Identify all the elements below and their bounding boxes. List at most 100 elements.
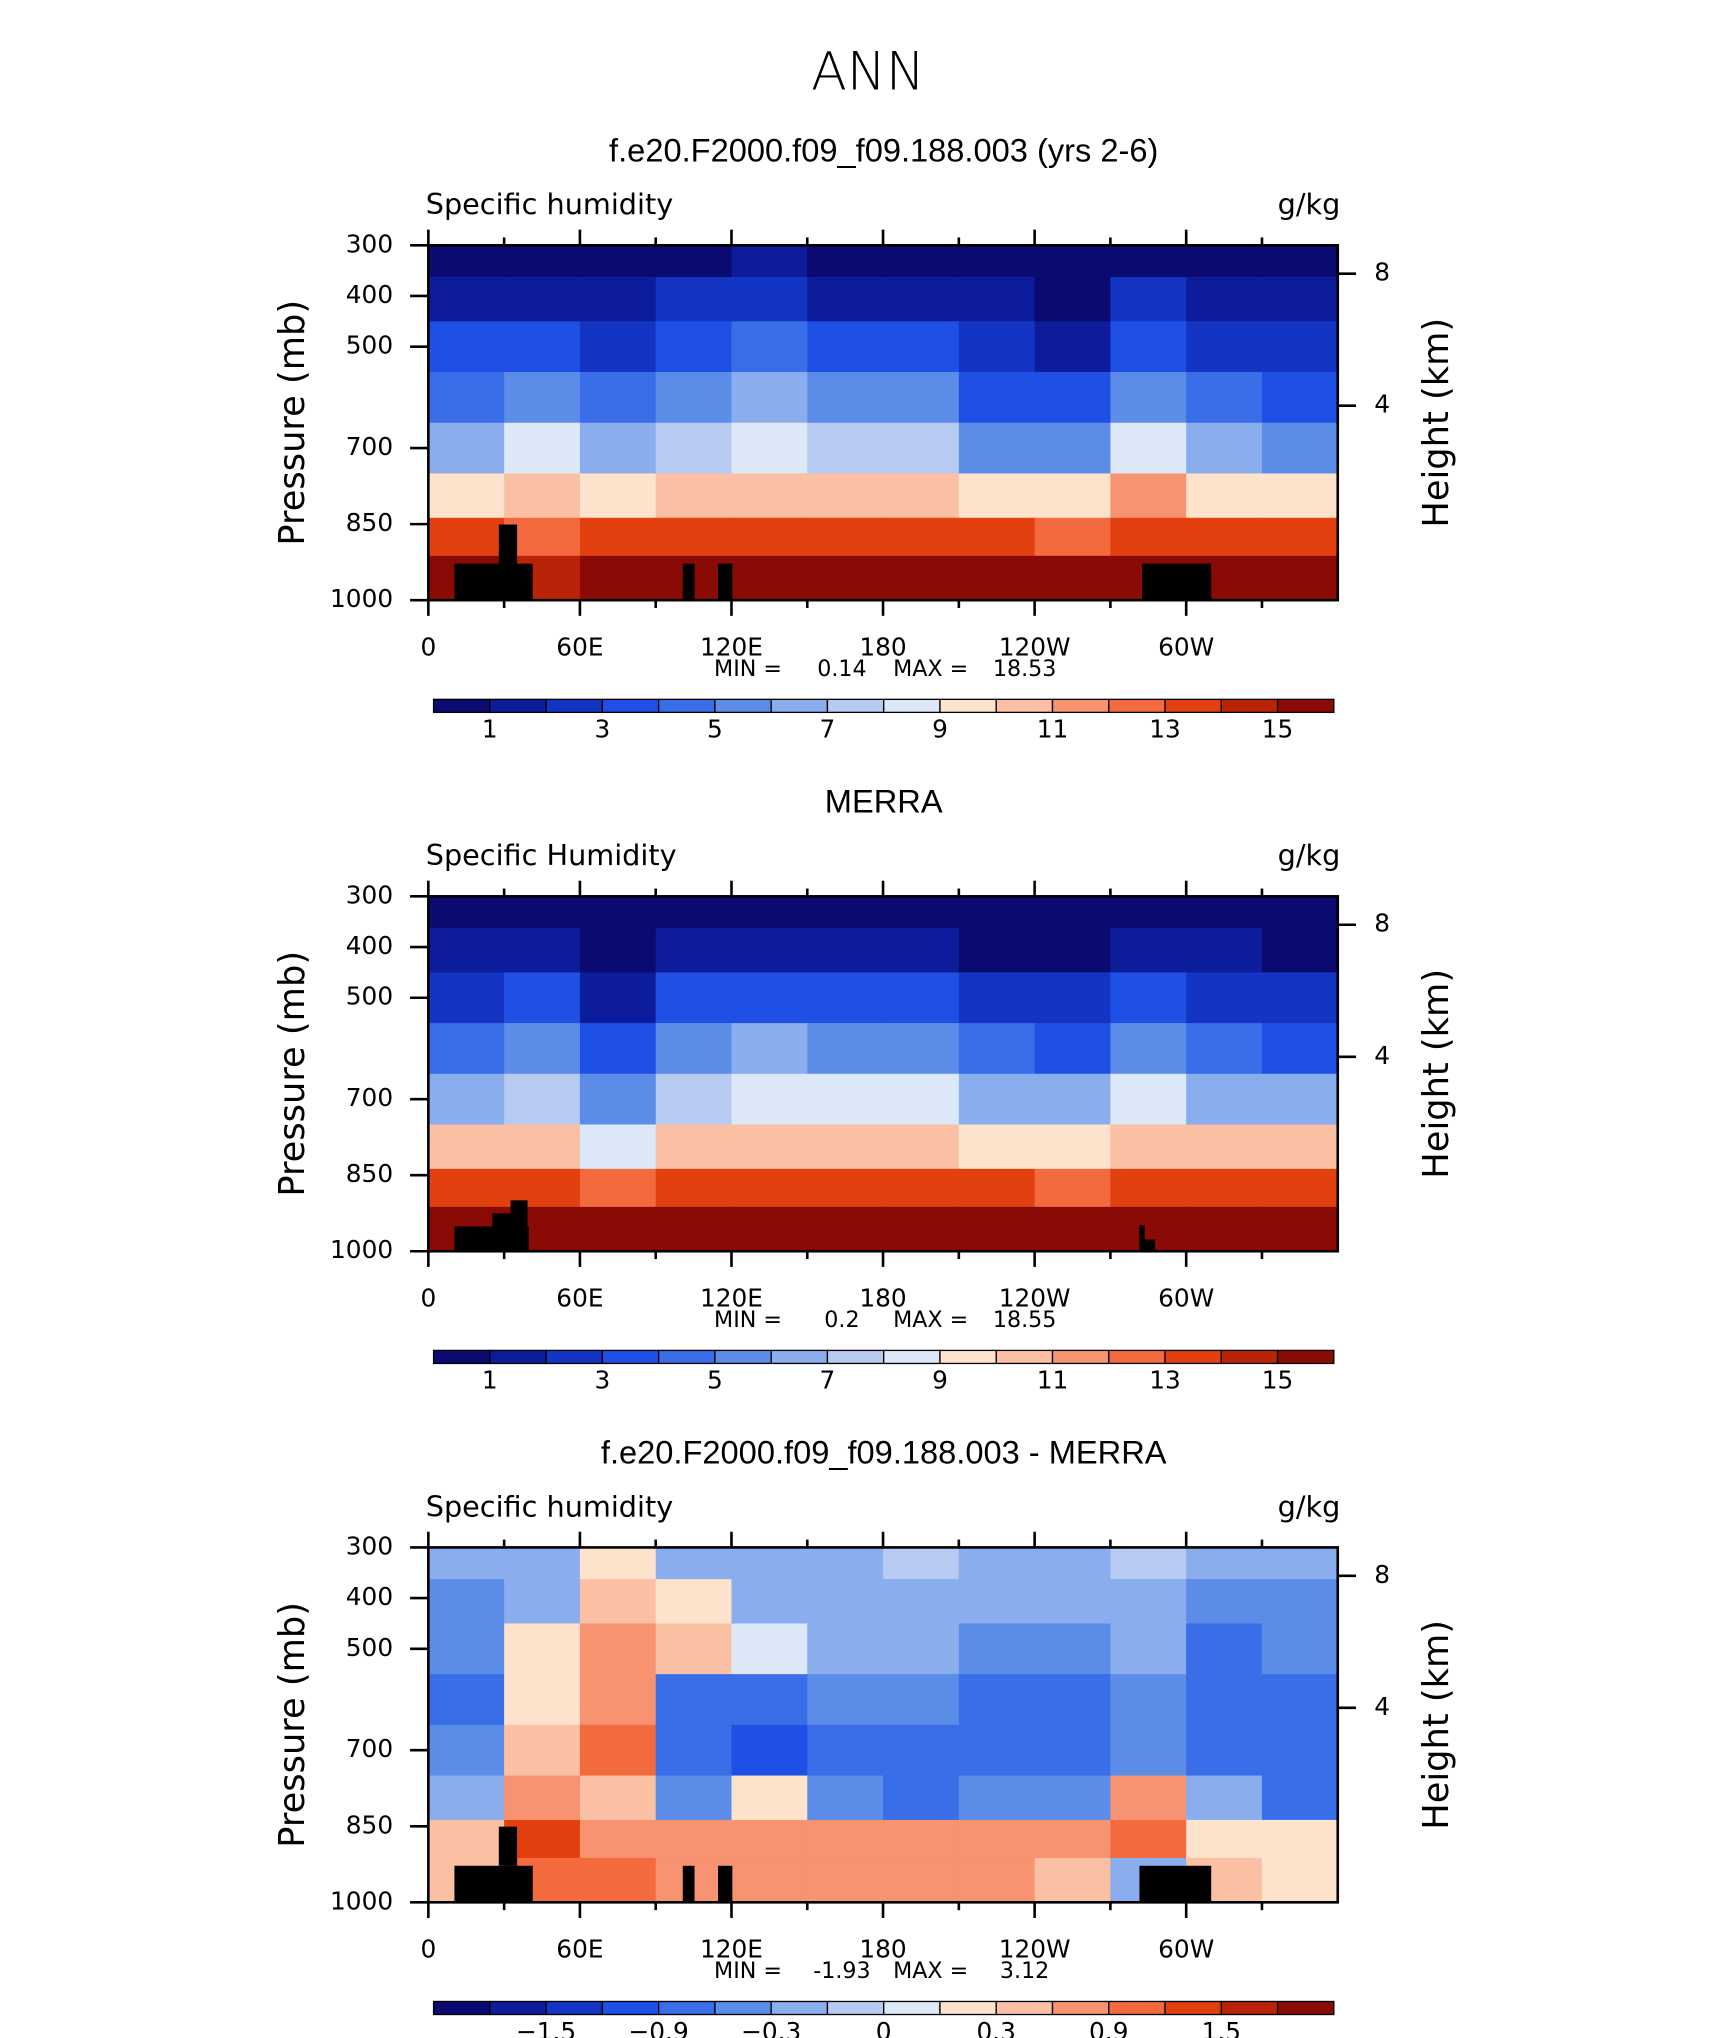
field-cell bbox=[428, 1547, 505, 1580]
field-cell bbox=[428, 245, 505, 278]
x-tick-label: 180 bbox=[859, 1284, 906, 1313]
field bbox=[428, 245, 1339, 601]
field-cell bbox=[655, 321, 733, 373]
colorbar-label: −0.3 bbox=[741, 2017, 801, 2038]
field-cell bbox=[731, 276, 809, 323]
field-cell bbox=[1261, 1623, 1339, 1675]
field-cell bbox=[504, 1547, 581, 1580]
field-cell bbox=[1034, 1547, 1112, 1580]
colorbar-box bbox=[770, 1349, 829, 1365]
field-cell bbox=[958, 245, 1036, 278]
field-cell bbox=[731, 372, 809, 424]
colorbar-box bbox=[714, 698, 772, 714]
y-tick-label: 500 bbox=[346, 982, 393, 1011]
x-tick-label: 180 bbox=[859, 632, 906, 661]
colorbar-label: 11 bbox=[1037, 715, 1069, 744]
field-cell bbox=[883, 1724, 960, 1777]
field-cell bbox=[1186, 1579, 1263, 1625]
field-cell bbox=[428, 321, 505, 373]
y-tick-label: 500 bbox=[346, 331, 393, 360]
field-cell bbox=[1261, 1547, 1339, 1580]
field-cell bbox=[504, 245, 581, 278]
field-cell bbox=[958, 422, 1036, 475]
field-cell bbox=[1110, 517, 1187, 557]
field-cell bbox=[958, 1073, 1036, 1126]
field-cell bbox=[655, 1547, 733, 1580]
field-cell bbox=[428, 972, 505, 1024]
field-cell bbox=[731, 245, 809, 278]
colorbar-box bbox=[939, 698, 997, 714]
colorbar-label: 13 bbox=[1149, 1366, 1181, 1395]
field-cell bbox=[428, 1775, 505, 1821]
field-cell bbox=[883, 1857, 960, 1904]
field-cell bbox=[1034, 321, 1112, 373]
field-cell bbox=[883, 928, 960, 974]
colorbar-box bbox=[1276, 698, 1335, 714]
field-cell bbox=[504, 1124, 581, 1170]
field-cell bbox=[1110, 1023, 1187, 1075]
colorbar-box bbox=[489, 1349, 547, 1365]
y2-axis-label: Height (km) bbox=[1416, 318, 1457, 528]
field-cell bbox=[807, 1073, 884, 1126]
field-cell bbox=[504, 928, 581, 974]
y-axis-label: Pressure (mb) bbox=[272, 951, 313, 1197]
field-cell bbox=[428, 896, 505, 929]
colorbar-label: 15 bbox=[1262, 715, 1294, 744]
colorbar-label: 1.5 bbox=[1202, 2017, 1241, 2038]
field-cell bbox=[1186, 1775, 1263, 1821]
colorbar-label: 3 bbox=[594, 715, 610, 744]
field-cell bbox=[1034, 1674, 1112, 1726]
field-cell bbox=[504, 422, 581, 475]
field-cell bbox=[731, 321, 809, 373]
field-cell bbox=[1186, 972, 1263, 1024]
field-cell bbox=[958, 1724, 1036, 1777]
colorbar-box bbox=[601, 698, 660, 714]
field-cell bbox=[1261, 1168, 1339, 1208]
field-cell bbox=[1261, 1674, 1339, 1726]
y-tick-label: 300 bbox=[346, 229, 393, 258]
colorbar-box bbox=[883, 2000, 941, 2016]
field-cell bbox=[1034, 276, 1112, 323]
field-cell bbox=[655, 972, 733, 1024]
colorbar-box bbox=[1276, 1349, 1335, 1365]
field-cell bbox=[1261, 972, 1339, 1024]
field-cell bbox=[1110, 1724, 1187, 1777]
field-cell bbox=[958, 1206, 1036, 1253]
field-cell bbox=[579, 517, 657, 557]
plot-frame bbox=[427, 243, 1340, 602]
field-cell bbox=[1261, 928, 1339, 974]
field-cell bbox=[579, 1547, 657, 1580]
field-cell bbox=[1186, 473, 1263, 519]
field-cell bbox=[731, 555, 809, 601]
field-cell bbox=[958, 555, 1036, 601]
field-cell bbox=[579, 1023, 657, 1075]
y-axis-label: Pressure (mb) bbox=[272, 300, 313, 546]
field-cell bbox=[1110, 473, 1187, 519]
field-cell bbox=[504, 1674, 581, 1726]
colorbar-box bbox=[1164, 2000, 1222, 2016]
x-tick-label: 0 bbox=[420, 1935, 436, 1964]
field-cell bbox=[1186, 276, 1263, 323]
field-cell bbox=[504, 1724, 581, 1777]
field-cell bbox=[428, 276, 505, 323]
field-cell bbox=[428, 1579, 505, 1625]
colorbar-box bbox=[1051, 2000, 1110, 2016]
field-cell bbox=[655, 1775, 733, 1821]
field-cell bbox=[1034, 928, 1112, 974]
field-cell bbox=[1110, 1547, 1187, 1580]
field-cell bbox=[579, 473, 657, 519]
field-cell bbox=[428, 1674, 505, 1726]
field-cell bbox=[1110, 1073, 1187, 1126]
x-tick-label: 120W bbox=[999, 1284, 1071, 1313]
min-value: 0.2 bbox=[824, 1307, 859, 1333]
x-tick-label: 0 bbox=[420, 1284, 436, 1313]
field-cell bbox=[958, 1168, 1036, 1208]
field-cell bbox=[1261, 473, 1339, 519]
colorbar-box bbox=[489, 2000, 547, 2016]
field-cell bbox=[731, 1623, 809, 1675]
field-cell bbox=[807, 928, 884, 974]
colorbar-label: 0 bbox=[876, 2017, 892, 2038]
colorbar-box bbox=[1051, 698, 1110, 714]
field-cell bbox=[1261, 1023, 1339, 1075]
field-cell bbox=[655, 245, 733, 278]
